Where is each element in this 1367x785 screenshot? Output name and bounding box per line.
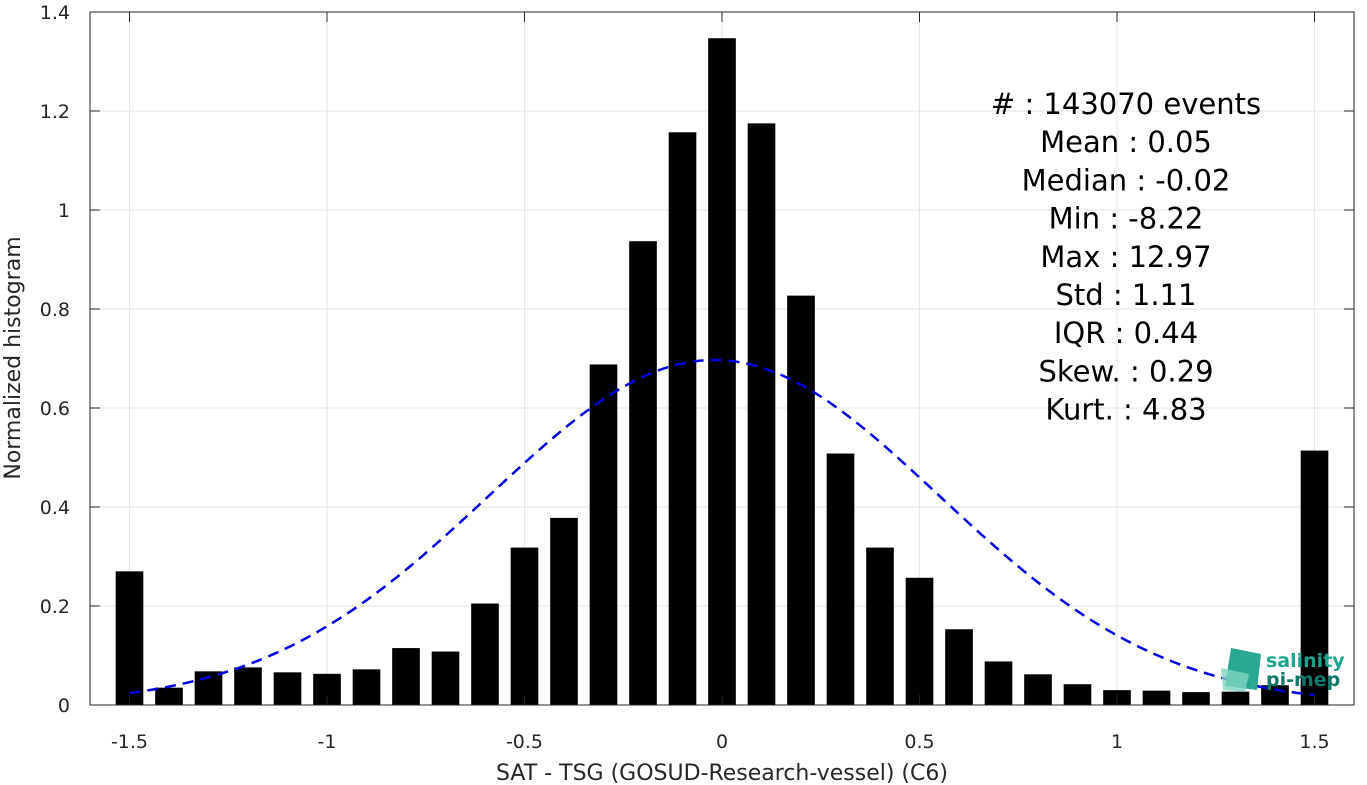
salinity-pi-mep-logo: salinity pi-mep xyxy=(1221,648,1345,692)
logo-text-pi-mep: pi-mep xyxy=(1266,669,1340,691)
histogram-bar xyxy=(1221,691,1250,705)
histogram-bar xyxy=(273,672,302,705)
histogram-bar xyxy=(155,687,183,705)
x-axis-label: SAT - TSG (GOSUD-Research-vessel) (C6) xyxy=(496,761,948,785)
y-tick-label: 0.8 xyxy=(40,299,70,321)
histogram-bar xyxy=(984,661,1013,705)
histogram-bar xyxy=(787,295,815,705)
stat-line: Skew. : 0.29 xyxy=(1038,354,1213,388)
stat-line: Median : -0.02 xyxy=(1022,163,1231,197)
logo-mark-icon xyxy=(1221,648,1261,692)
statistics-box: # : 143070 events Mean : 0.05 Median : -0.… xyxy=(991,87,1261,427)
histogram-bar xyxy=(668,132,697,705)
x-tick-labels: -1.5 -1 -0.5 0 0.5 1 1.5 xyxy=(111,731,1330,753)
x-tick-label: 0.5 xyxy=(904,731,934,753)
stat-line: Max : 12.97 xyxy=(1040,240,1211,274)
histogram-bar xyxy=(1300,450,1329,705)
x-tick-label: -1 xyxy=(318,731,337,753)
x-tick-label: -0.5 xyxy=(506,731,543,753)
histogram-bar xyxy=(629,241,657,705)
histogram-bar xyxy=(234,667,262,705)
axes-ticks xyxy=(90,11,1354,706)
histogram-bar xyxy=(589,364,618,705)
histogram-bar xyxy=(1182,692,1210,705)
histogram-bar xyxy=(708,38,736,706)
histogram-bars xyxy=(115,38,1329,706)
stat-line: Kurt. : 4.83 xyxy=(1045,393,1206,427)
histogram-bar xyxy=(352,669,381,705)
stat-line: Mean : 0.05 xyxy=(1040,125,1212,159)
stat-line: # : 143070 events xyxy=(991,87,1261,121)
y-tick-label: 0.6 xyxy=(40,398,70,420)
histogram-bar xyxy=(747,123,776,705)
stat-line: IQR : 0.44 xyxy=(1054,316,1198,350)
histogram-bar xyxy=(1142,690,1171,705)
x-tick-label: 1.5 xyxy=(1299,731,1329,753)
y-tick-label: 0 xyxy=(58,695,70,717)
x-tick-label: 1 xyxy=(1111,731,1123,753)
histogram-bar xyxy=(550,517,578,705)
y-tick-label: 0.2 xyxy=(40,596,70,618)
x-tick-label: -1.5 xyxy=(111,731,148,753)
histogram-bar xyxy=(115,571,144,705)
histogram-bar xyxy=(431,651,460,705)
logo-text-salinity: salinity xyxy=(1266,650,1345,672)
y-tick-label: 1 xyxy=(58,200,70,222)
histogram-bar xyxy=(826,453,855,705)
stat-line: Min : -8.22 xyxy=(1049,202,1204,236)
y-tick-label: 1.4 xyxy=(40,2,70,24)
stat-line: Std : 1.11 xyxy=(1056,278,1197,312)
x-tick-label: 0 xyxy=(716,731,728,753)
y-tick-label: 1.2 xyxy=(40,101,70,123)
histogram-bar xyxy=(510,547,539,705)
histogram-bar xyxy=(471,603,499,705)
y-tick-labels: 0 0.2 0.4 0.6 0.8 1 1.2 1.4 xyxy=(40,2,70,717)
y-axis-label: Normalized histogram xyxy=(1,236,26,479)
histogram-bar xyxy=(1063,684,1092,705)
y-tick-label: 0.4 xyxy=(40,497,70,519)
histogram-bar xyxy=(392,648,420,705)
histogram-bar xyxy=(866,547,894,705)
histogram-bar xyxy=(945,629,973,705)
histogram-bar xyxy=(905,577,934,705)
histogram-bar xyxy=(1024,674,1052,705)
